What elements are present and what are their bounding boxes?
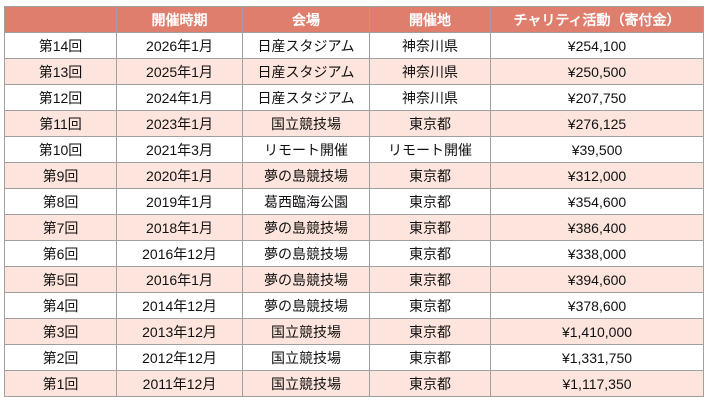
cell-edition: 第14回 [4, 32, 117, 59]
cell-location: 東京都 [369, 240, 491, 267]
cell-donation: ¥378,600 [490, 292, 704, 319]
cell-venue: 日産スタジアム [242, 58, 370, 85]
cell-location: 東京都 [369, 266, 491, 293]
cell-edition: 第12回 [4, 84, 117, 111]
cell-edition: 第2回 [4, 344, 117, 371]
cell-date: 2021年3月 [116, 136, 243, 163]
cell-date: 2019年1月 [116, 188, 243, 215]
cell-donation: ¥338,000 [490, 240, 704, 267]
table-row: 第9回 2020年1月 夢の島競技場 東京都 ¥312,000 [4, 162, 704, 189]
cell-date: 2018年1月 [116, 214, 243, 241]
table-row: 第14回 2026年1月 日産スタジアム 神奈川県 ¥254,100 [4, 32, 704, 59]
cell-donation: ¥394,600 [490, 266, 704, 293]
cell-venue: 夢の島競技場 [242, 162, 370, 189]
table-row: 第11回 2023年1月 国立競技場 東京都 ¥276,125 [4, 110, 704, 137]
cell-location: 東京都 [369, 188, 491, 215]
cell-edition: 第11回 [4, 110, 117, 137]
cell-edition: 第4回 [4, 292, 117, 319]
cell-edition: 第1回 [4, 370, 117, 397]
cell-edition: 第9回 [4, 162, 117, 189]
cell-edition: 第5回 [4, 266, 117, 293]
cell-venue: 国立競技場 [242, 110, 370, 137]
cell-venue: 国立競技場 [242, 370, 370, 397]
cell-date: 2016年12月 [116, 240, 243, 267]
cell-donation: ¥207,750 [490, 84, 704, 111]
cell-venue: リモート開催 [242, 136, 370, 163]
cell-location: 東京都 [369, 344, 491, 371]
table-row: 第13回 2025年1月 日産スタジアム 神奈川県 ¥250,500 [4, 58, 704, 85]
cell-location: 東京都 [369, 162, 491, 189]
table-row: 第6回 2016年12月 夢の島競技場 東京都 ¥338,000 [4, 240, 704, 267]
cell-date: 2014年12月 [116, 292, 243, 319]
cell-location: 東京都 [369, 370, 491, 397]
cell-date: 2020年1月 [116, 162, 243, 189]
cell-venue: 葛西臨海公園 [242, 188, 370, 215]
cell-venue: 夢の島競技場 [242, 292, 370, 319]
cell-date: 2012年12月 [116, 344, 243, 371]
cell-venue: 夢の島競技場 [242, 214, 370, 241]
cell-venue: 日産スタジアム [242, 32, 370, 59]
cell-venue: 国立競技場 [242, 318, 370, 345]
cell-donation: ¥312,000 [490, 162, 704, 189]
header-row: 開催時期 会場 開催地 チャリティ活動（寄付金） [4, 6, 704, 33]
table-row: 第4回 2014年12月 夢の島競技場 東京都 ¥378,600 [4, 292, 704, 319]
cell-donation: ¥386,400 [490, 214, 704, 241]
cell-donation: ¥276,125 [490, 110, 704, 137]
cell-donation: ¥1,410,000 [490, 318, 704, 345]
cell-venue: 国立競技場 [242, 344, 370, 371]
cell-location: リモート開催 [369, 136, 491, 163]
cell-date: 2013年12月 [116, 318, 243, 345]
cell-donation: ¥1,117,350 [490, 370, 704, 397]
table-row: 第2回 2012年12月 国立競技場 東京都 ¥1,331,750 [4, 344, 704, 371]
cell-edition: 第13回 [4, 58, 117, 85]
header-edition [4, 6, 117, 33]
table-row: 第10回 2021年3月 リモート開催 リモート開催 ¥39,500 [4, 136, 704, 163]
cell-date: 2023年1月 [116, 110, 243, 137]
table-row: 第5回 2016年1月 夢の島競技場 東京都 ¥394,600 [4, 266, 704, 293]
cell-location: 東京都 [369, 214, 491, 241]
cell-donation: ¥354,600 [490, 188, 704, 215]
cell-edition: 第3回 [4, 318, 117, 345]
cell-date: 2011年12月 [116, 370, 243, 397]
cell-donation: ¥250,500 [490, 58, 704, 85]
header-donation: チャリティ活動（寄付金） [490, 6, 704, 33]
table-row: 第8回 2019年1月 葛西臨海公園 東京都 ¥354,600 [4, 188, 704, 215]
cell-edition: 第10回 [4, 136, 117, 163]
cell-date: 2016年1月 [116, 266, 243, 293]
cell-edition: 第7回 [4, 214, 117, 241]
cell-location: 東京都 [369, 110, 491, 137]
header-venue: 会場 [242, 6, 370, 33]
header-date: 開催時期 [116, 6, 243, 33]
cell-location: 神奈川県 [369, 32, 491, 59]
cell-date: 2026年1月 [116, 32, 243, 59]
cell-donation: ¥254,100 [490, 32, 704, 59]
cell-location: 神奈川県 [369, 84, 491, 111]
table-row: 第3回 2013年12月 国立競技場 東京都 ¥1,410,000 [4, 318, 704, 345]
cell-date: 2025年1月 [116, 58, 243, 85]
cell-location: 神奈川県 [369, 58, 491, 85]
cell-date: 2024年1月 [116, 84, 243, 111]
table-row: 第12回 2024年1月 日産スタジアム 神奈川県 ¥207,750 [4, 84, 704, 111]
cell-donation: ¥1,331,750 [490, 344, 704, 371]
header-location: 開催地 [369, 6, 491, 33]
cell-location: 東京都 [369, 292, 491, 319]
cell-venue: 夢の島競技場 [242, 266, 370, 293]
event-history-table: 開催時期 会場 開催地 チャリティ活動（寄付金） 第14回 2026年1月 日産スタジアム… [4, 6, 704, 397]
cell-venue: 日産スタジアム [242, 84, 370, 111]
cell-venue: 夢の島競技場 [242, 240, 370, 267]
cell-donation: ¥39,500 [490, 136, 704, 163]
table-row: 第7回 2018年1月 夢の島競技場 東京都 ¥386,400 [4, 214, 704, 241]
table-row: 第1回 2011年12月 国立競技場 東京都 ¥1,117,350 [4, 370, 704, 397]
cell-edition: 第8回 [4, 188, 117, 215]
cell-edition: 第6回 [4, 240, 117, 267]
cell-location: 東京都 [369, 318, 491, 345]
